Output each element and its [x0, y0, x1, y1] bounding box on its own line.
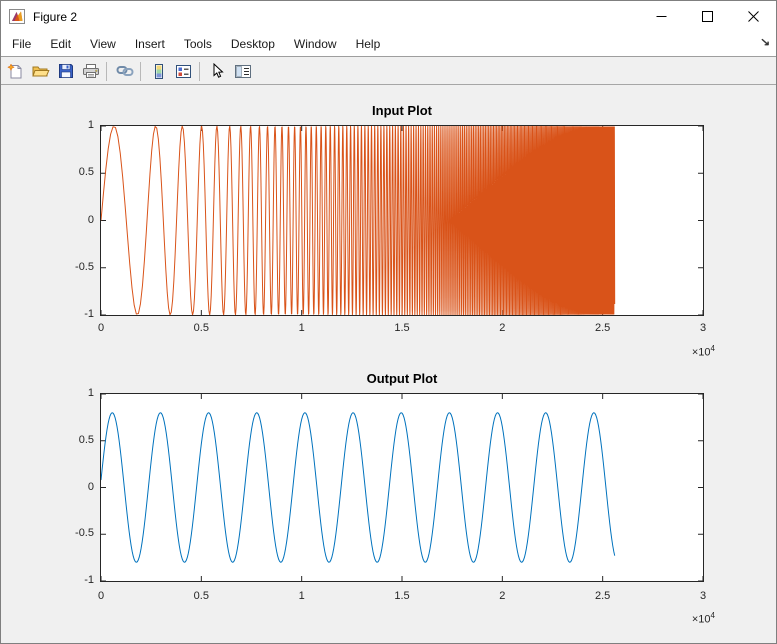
insert-colorbar-button[interactable] [147, 60, 170, 83]
menu-view[interactable]: View [90, 37, 116, 51]
menu-window[interactable]: Window [293, 37, 337, 51]
y-tick-label: 0 [87, 480, 94, 493]
new-figure-button[interactable] [4, 60, 27, 83]
output-signal-line [101, 412, 616, 563]
colorbar-icon [154, 63, 163, 79]
titlebar[interactable]: Figure 2 [1, 1, 776, 32]
printer-icon [82, 64, 99, 78]
input-x-axis-multiplier: ×104 [691, 344, 715, 359]
link-plot-button[interactable] [113, 60, 136, 83]
x-tick-label: 1 [298, 590, 305, 602]
maximize-icon [701, 11, 713, 22]
y-tick-label: 0.5 [78, 166, 94, 179]
x-tick-label: 2.5 [595, 322, 611, 334]
output-plot-area[interactable] [100, 393, 704, 582]
maximize-button[interactable] [684, 1, 730, 32]
y-tick-label: 1 [87, 387, 94, 399]
x-tick-label: 3 [699, 322, 707, 334]
new-figure-icon [7, 62, 22, 78]
x-tick-label: 0 [97, 590, 105, 602]
input-signal-line [101, 126, 616, 315]
y-tick-label: -1 [84, 308, 94, 320]
x-tick-label: 3 [699, 590, 707, 602]
close-icon [747, 11, 759, 22]
y-tick-label: 0 [87, 213, 94, 226]
open-file-button[interactable] [29, 60, 52, 83]
toolbar-separator [106, 61, 107, 81]
y-tick-label: 0.5 [78, 433, 94, 446]
property-inspector-icon [234, 64, 251, 78]
save-icon [58, 64, 73, 78]
window-controls [638, 1, 776, 32]
menu-insert[interactable]: Insert [134, 37, 165, 51]
figure-toolbar [1, 58, 776, 85]
legend-icon [176, 64, 191, 78]
toolbar-separator [140, 61, 141, 81]
x-tick-label: 2 [499, 590, 506, 602]
input-plot-area[interactable] [100, 125, 704, 316]
x-tick-label: 2.5 [595, 590, 611, 602]
output-waveform [101, 394, 703, 581]
print-figure-button[interactable] [79, 60, 102, 83]
x-tick-label: 0.5 [193, 590, 209, 602]
edit-plot-button[interactable] [206, 60, 229, 83]
y-tick-label: -0.5 [75, 527, 94, 540]
input-waveform [101, 126, 703, 315]
y-tick-label: -1 [84, 574, 94, 586]
output-plot-title: Output Plot [366, 371, 438, 386]
property-inspector-button[interactable] [231, 60, 254, 83]
dock-figure-arrow-icon[interactable]: ↘ [759, 35, 770, 49]
menu-file[interactable]: File [12, 37, 32, 51]
minimize-button[interactable] [638, 1, 684, 32]
toolbar-separator [199, 61, 200, 81]
x-tick-label: 0 [97, 322, 105, 334]
window-title: Figure 2 [33, 9, 78, 24]
menubar: File Edit View Insert Tools Desktop Wind… [1, 32, 776, 57]
menu-help[interactable]: Help [355, 37, 381, 51]
x-tick-label: 1.5 [394, 322, 410, 334]
x-tick-label: 2 [499, 322, 506, 334]
output-x-axis-multiplier: ×104 [691, 611, 715, 626]
close-button[interactable] [730, 1, 776, 32]
link-icon [116, 66, 133, 76]
input-plot-title: Input Plot [372, 103, 432, 118]
open-folder-icon [31, 66, 50, 77]
menu-edit[interactable]: Edit [50, 37, 72, 51]
y-tick-label: -0.5 [75, 260, 94, 273]
cursor-arrow-icon [213, 63, 224, 78]
x-tick-label: 1.5 [394, 590, 410, 602]
save-figure-button[interactable] [54, 60, 77, 83]
matlab-logo-icon [9, 8, 26, 25]
menu-tools[interactable]: Tools [183, 37, 212, 51]
insert-legend-button[interactable] [172, 60, 195, 83]
x-tick-label: 1 [298, 322, 305, 334]
menu-desktop[interactable]: Desktop [230, 37, 275, 51]
figure-canvas: Input Plot ×104 Output Plot ×104 0 0.5 1 1.… [1, 86, 776, 643]
y-tick-label: 1 [87, 119, 94, 131]
minimize-icon [656, 16, 666, 17]
x-tick-label: 0.5 [193, 322, 209, 334]
